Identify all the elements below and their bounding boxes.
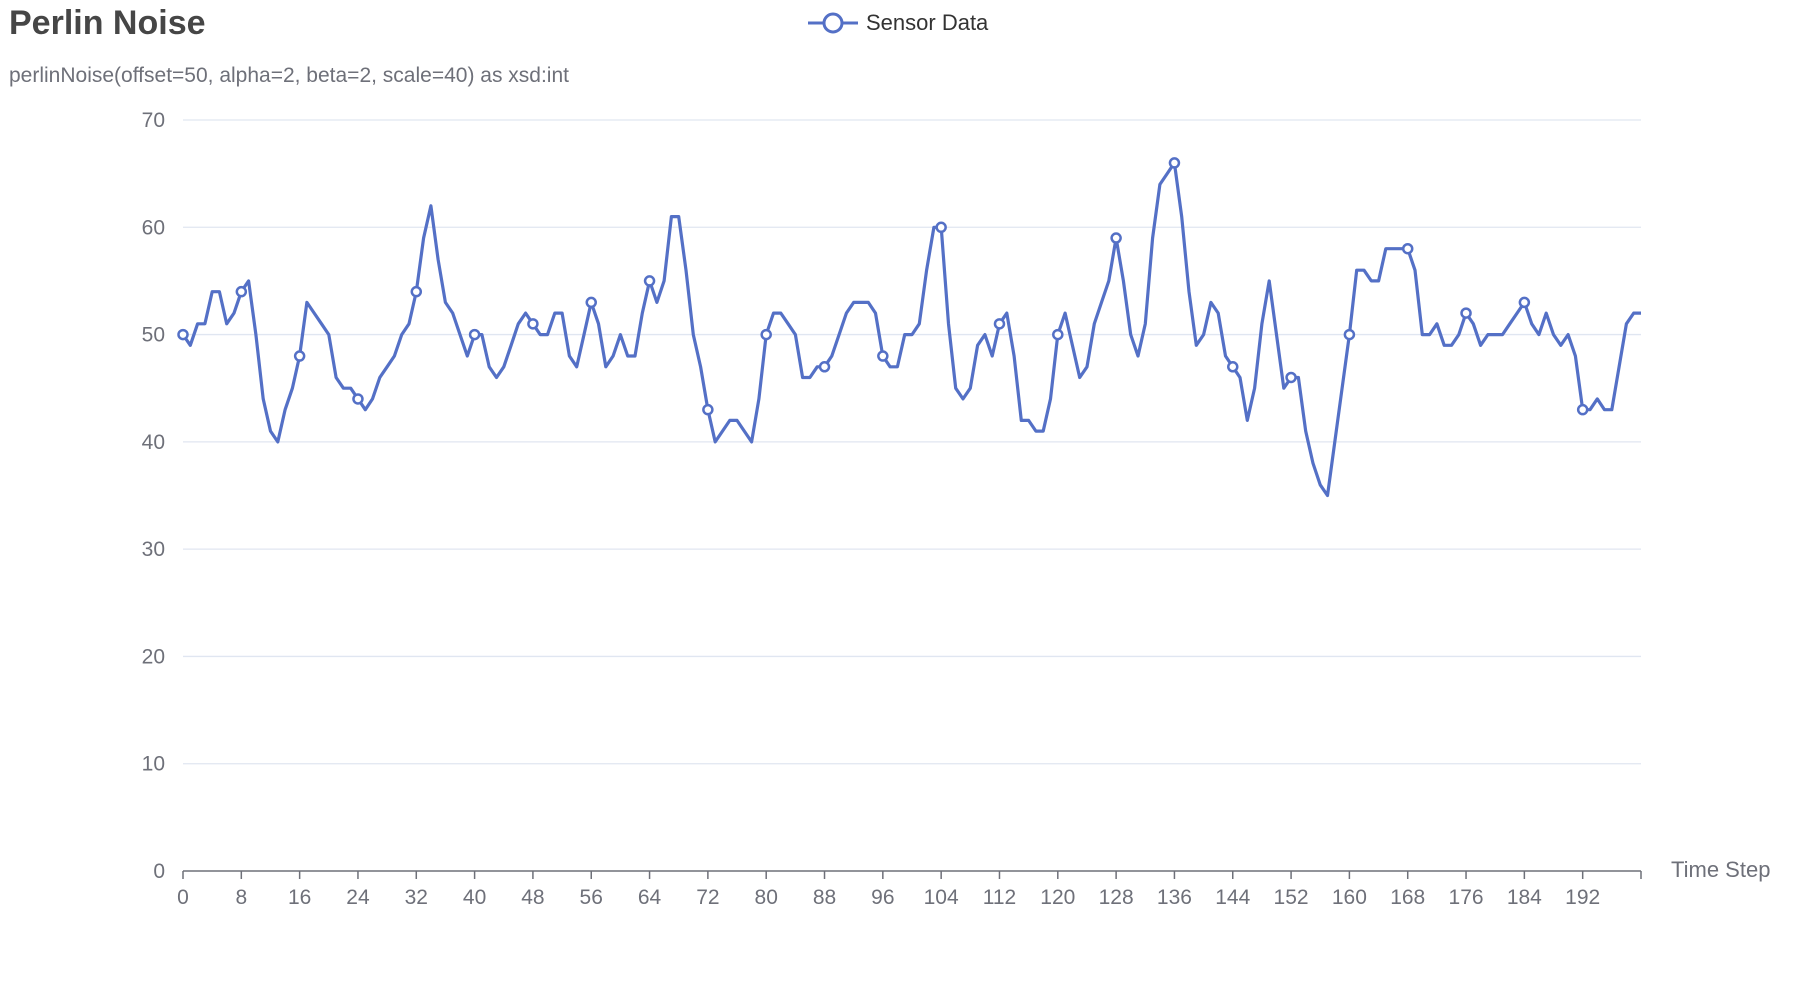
x-tick-label: 48 <box>521 886 544 909</box>
chart-title: Perlin Noise <box>9 4 206 42</box>
y-tick-label: 0 <box>153 860 165 883</box>
data-point[interactable] <box>235 285 248 298</box>
series-markers <box>177 157 1589 416</box>
data-point[interactable] <box>468 328 481 341</box>
x-tick-label: 152 <box>1274 886 1309 909</box>
data-point[interactable] <box>352 393 364 405</box>
data-point[interactable] <box>993 318 1006 330</box>
data-point[interactable] <box>1052 328 1064 341</box>
y-tick-label: 40 <box>142 431 165 454</box>
x-tick-label: 24 <box>346 886 370 909</box>
x-tick-label: 120 <box>1040 886 1075 909</box>
x-tick-label: 16 <box>288 886 311 909</box>
x-tick-label: 192 <box>1565 886 1600 909</box>
y-tick-label: 50 <box>142 324 165 347</box>
y-axis: 0 10 20 30 40 50 60 70 <box>142 109 165 883</box>
grid-lines <box>183 119 1641 765</box>
y-tick-label: 10 <box>142 753 165 776</box>
x-tick-label: 64 <box>638 886 662 909</box>
legend-item-sensor-data[interactable]: Sensor Data <box>808 10 988 36</box>
data-point[interactable] <box>1401 242 1414 255</box>
y-tick-label: 70 <box>142 109 165 132</box>
data-point[interactable] <box>1518 296 1531 309</box>
x-tick-label: 56 <box>580 886 603 909</box>
data-point[interactable] <box>1227 361 1239 373</box>
x-tick-label: 184 <box>1507 886 1542 909</box>
x-tick-label: 96 <box>871 886 894 909</box>
x-axis-label: Time Step <box>1671 857 1770 882</box>
x-tick-label: 168 <box>1390 886 1425 909</box>
data-point[interactable] <box>877 350 889 362</box>
x-tick-label: 128 <box>1099 886 1134 909</box>
data-point[interactable] <box>643 275 656 287</box>
data-point[interactable] <box>1576 403 1589 416</box>
y-tick-label: 20 <box>142 645 165 668</box>
data-point[interactable] <box>702 403 714 416</box>
x-tick-label: 32 <box>405 886 428 909</box>
data-point[interactable] <box>1343 328 1356 341</box>
x-tick-label: 136 <box>1157 886 1192 909</box>
series-line-sensor-data <box>181 161 1641 498</box>
x-tick-label: 80 <box>755 886 778 909</box>
x-tick-label: 144 <box>1215 886 1250 909</box>
data-point[interactable] <box>410 285 423 298</box>
legend-label: Sensor Data <box>866 10 989 35</box>
data-point[interactable] <box>1285 371 1297 384</box>
data-point[interactable] <box>1168 157 1181 169</box>
x-tick-label: 88 <box>813 886 836 909</box>
y-tick-label: 60 <box>142 216 165 239</box>
data-point[interactable] <box>760 328 772 341</box>
chart-subtitle: perlinNoise(offset=50, alpha=2, beta=2, … <box>9 64 569 87</box>
data-point[interactable] <box>935 221 947 234</box>
x-tick-label: 160 <box>1332 886 1367 909</box>
x-tick-label: 40 <box>463 886 486 909</box>
x-tick-label: 72 <box>696 886 719 909</box>
data-point[interactable] <box>585 296 597 309</box>
data-point[interactable] <box>1110 232 1122 244</box>
data-point[interactable] <box>1460 307 1472 319</box>
y-tick-label: 30 <box>142 538 165 561</box>
x-tick-label: 176 <box>1449 886 1484 909</box>
data-point[interactable] <box>818 361 831 373</box>
x-tick-label: 0 <box>177 886 189 909</box>
x-tick-label: 104 <box>924 886 959 909</box>
data-point[interactable] <box>293 350 306 362</box>
x-tick-label: 112 <box>983 886 1016 909</box>
x-axis: 0 8 16 24 32 40 48 56 64 72 80 88 96 104 112 120 128 136 1… <box>177 870 1642 909</box>
data-point[interactable] <box>527 318 539 330</box>
circle-line-icon <box>808 12 858 34</box>
x-tick-label: 8 <box>235 886 247 909</box>
data-point[interactable] <box>177 328 189 341</box>
